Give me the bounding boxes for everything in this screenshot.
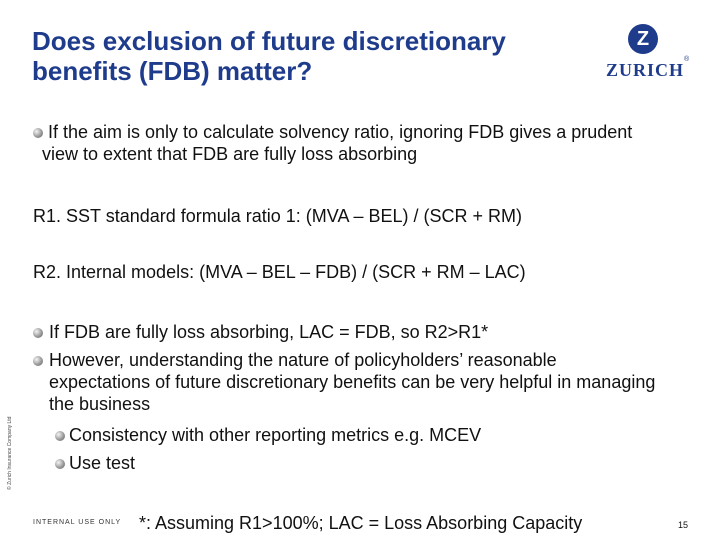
slide-title: Does exclusion of future discretionary b… [32, 26, 506, 86]
sub-bullet-text: Consistency with other reporting metrics… [69, 425, 482, 445]
copyright-notice: © Zurich Insurance Company Ltd [7, 416, 13, 490]
ratio-1-text: R1. SST standard formula ratio 1: (MVA –… [33, 206, 522, 226]
logo-letter: Z [636, 28, 650, 50]
registered-mark: ® [684, 56, 690, 63]
bullet-icon [33, 128, 43, 138]
bullet-text: If FDB are fully loss absorbing, LAC = F… [49, 322, 489, 342]
classification-label: INTERNAL USE ONLY [33, 519, 122, 526]
page-number: 15 [678, 520, 689, 530]
sub-bullet-icon [55, 431, 65, 441]
sub-bullet-text: Use test [69, 453, 136, 473]
logo-wordmark: ZURICH [605, 60, 684, 80]
intro-bullet-text: If the aim is only to calculate solvency… [42, 122, 633, 164]
footnote: *: Assuming R1>100%; LAC = Loss Absorbin… [139, 513, 583, 533]
zurich-logo: Z ZURICH ® [600, 24, 692, 84]
ratio-2-text: R2. Internal models: (MVA – BEL – FDB) /… [33, 262, 526, 282]
bullet-icon [33, 356, 43, 366]
sub-bullet-icon [55, 459, 65, 469]
bullet-icon [33, 328, 43, 338]
zurich-z-mark-icon: Z [628, 24, 658, 54]
bullet-text: However, understanding the nature of pol… [49, 350, 656, 414]
